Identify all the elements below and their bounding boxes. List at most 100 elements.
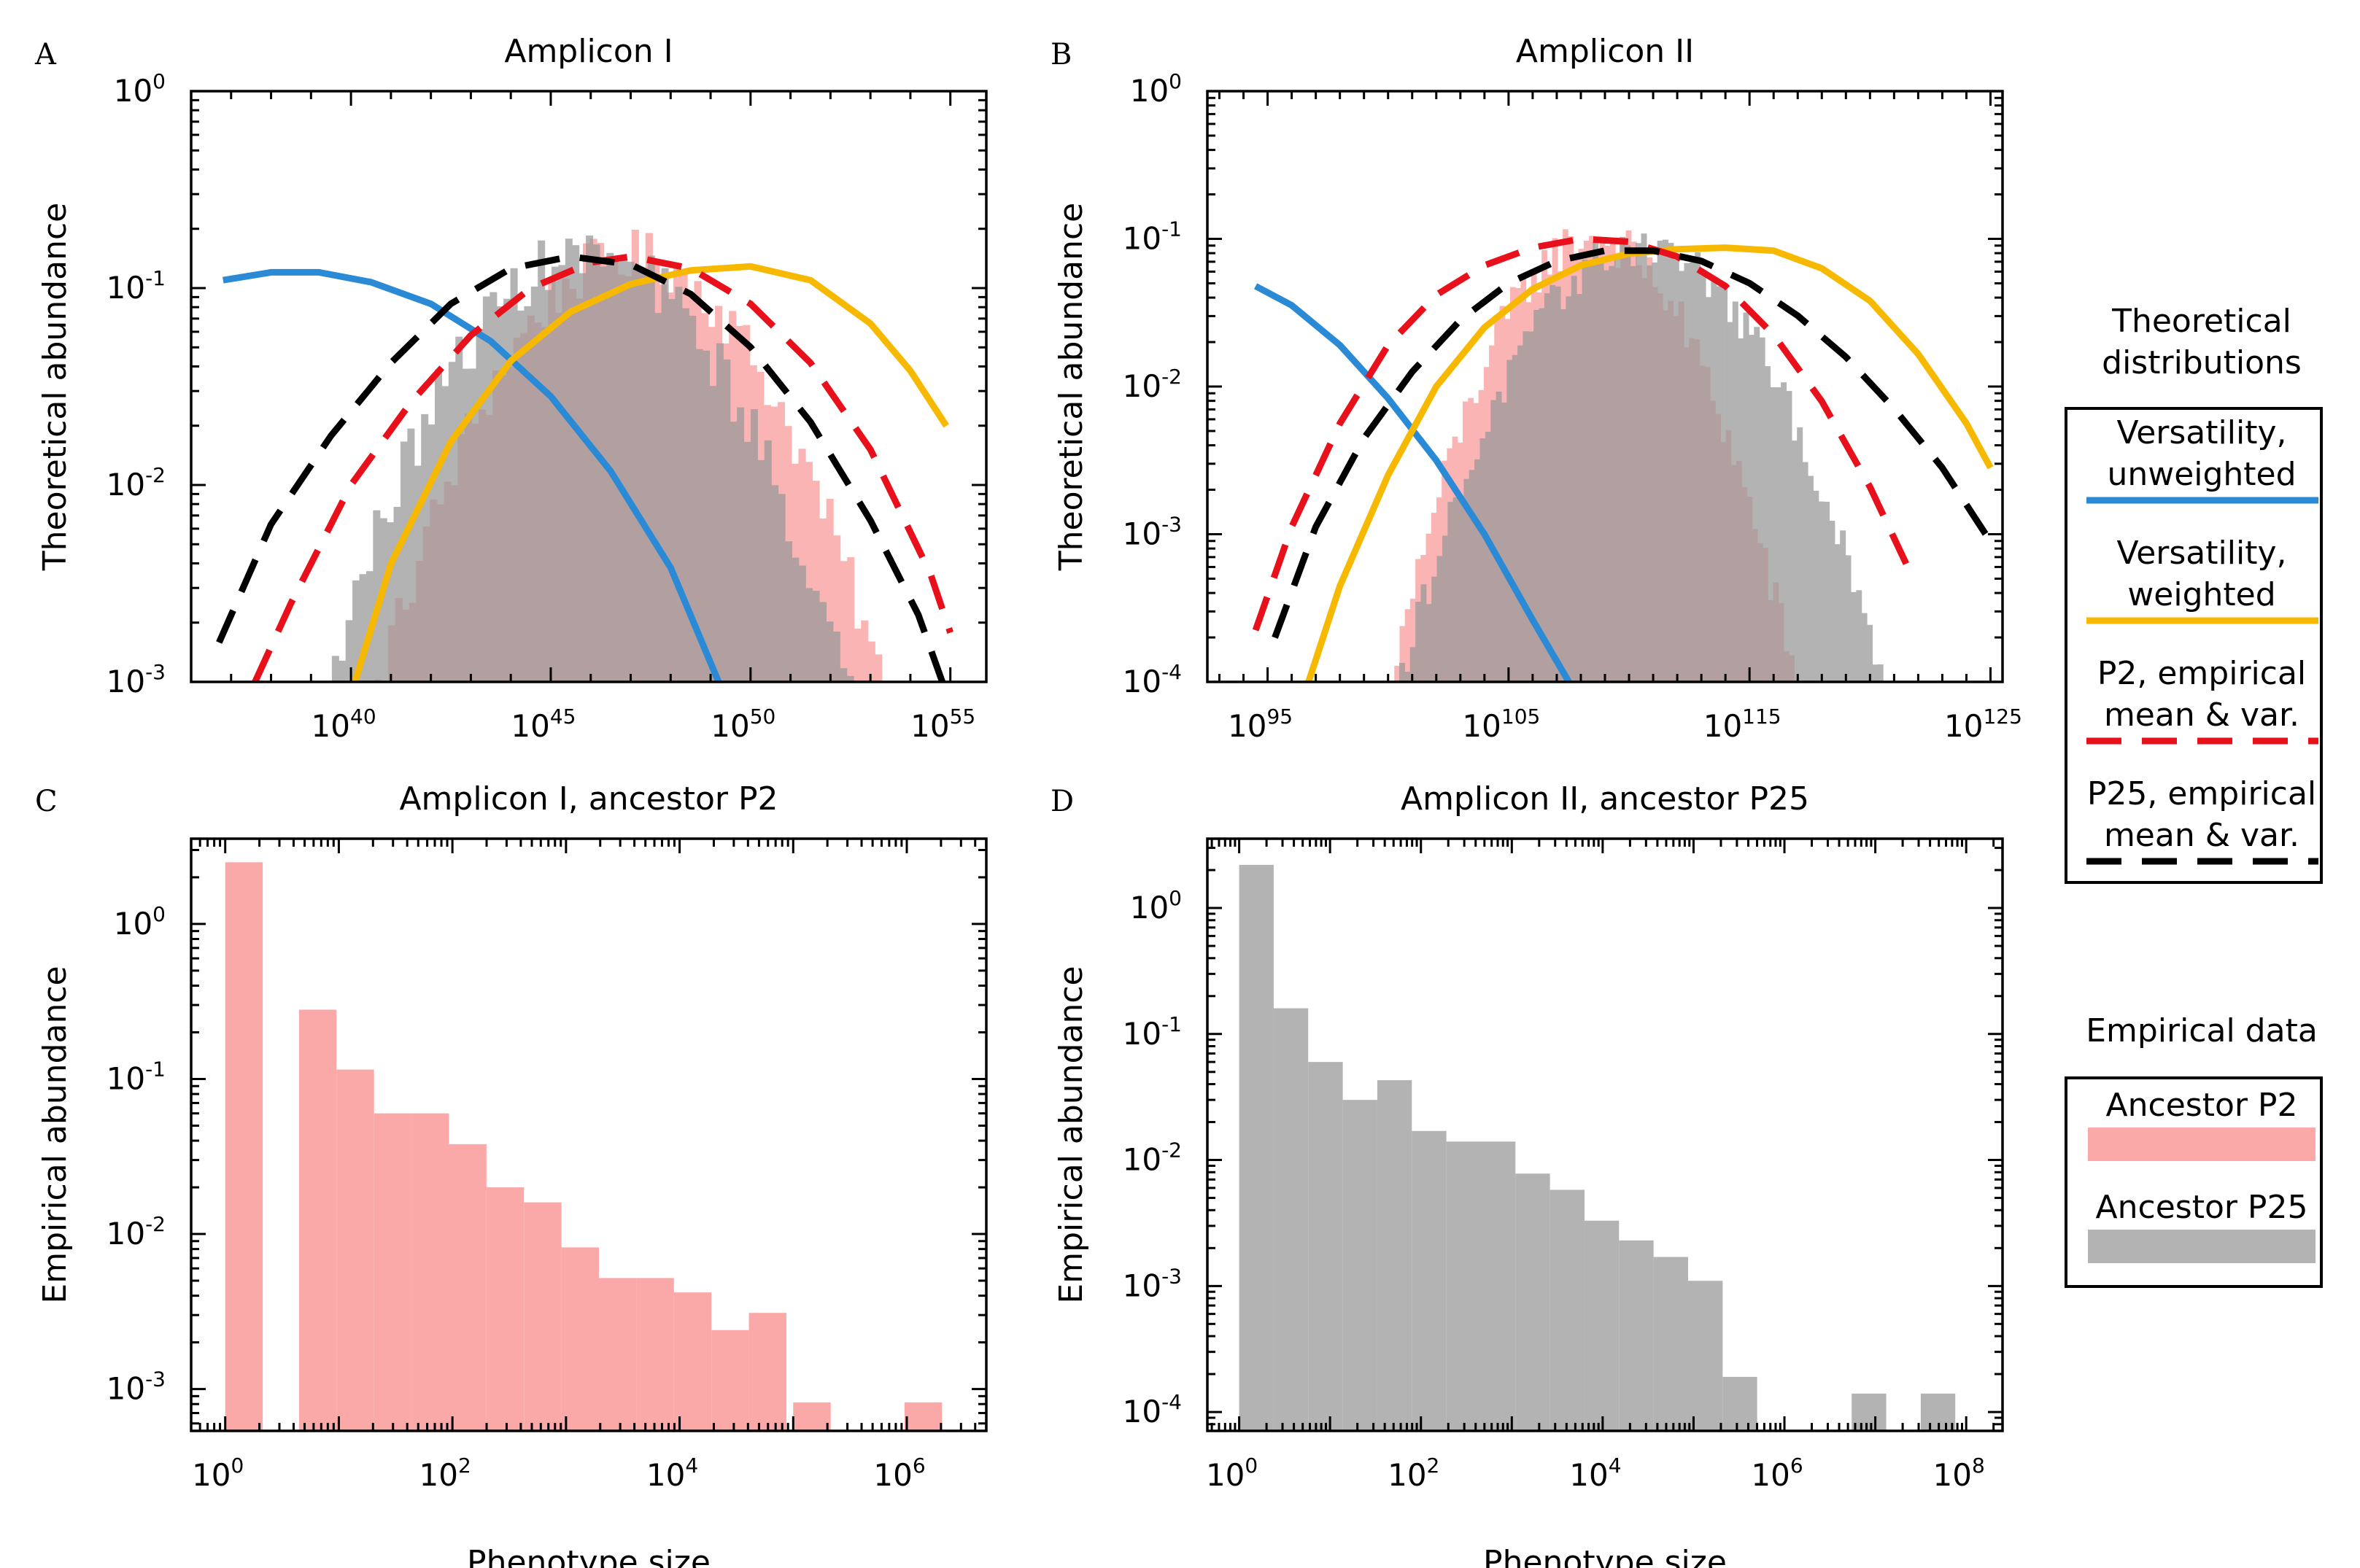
y-tick-label: 10-2 <box>107 1212 166 1251</box>
histogram-bar <box>1743 312 1749 682</box>
histogram-bar <box>819 518 827 682</box>
x-tick-label: 108 <box>1933 1453 1985 1493</box>
histogram-bar <box>1663 239 1668 682</box>
histogram-bar <box>1641 233 1647 682</box>
legend-label-line2: mean & var. <box>2104 817 2299 854</box>
histogram-bar <box>641 271 649 682</box>
bar <box>1273 1008 1309 1431</box>
histogram-bar <box>1765 366 1771 682</box>
histogram-bar <box>1727 322 1733 682</box>
histogram-bar <box>1566 296 1572 682</box>
x-tick-label: 104 <box>1569 1453 1621 1493</box>
histogram-bar <box>771 485 779 682</box>
x-tick-label: 1040 <box>312 705 376 744</box>
bar <box>1446 1141 1481 1431</box>
bar <box>636 1278 674 1431</box>
histogram-bar <box>1582 259 1588 682</box>
histogram-bar <box>1791 440 1798 682</box>
bar <box>1308 1062 1343 1431</box>
histogram-bar <box>737 407 745 682</box>
histogram-bar <box>1447 502 1454 682</box>
histogram-bar <box>1722 284 1728 682</box>
histogram-bar <box>1436 556 1443 682</box>
histogram-bar <box>826 621 834 682</box>
histogram-bar <box>572 245 580 682</box>
bar <box>1653 1257 1688 1431</box>
legend-theoretical-heading-line2: distributions <box>2102 344 2302 381</box>
x-tick-label: 1095 <box>1228 705 1293 744</box>
series-line-unweighted <box>223 268 722 682</box>
chart-title: Amplicon I <box>504 33 673 70</box>
y-tick-label: 10-3 <box>1123 1264 1182 1303</box>
legend-item-empirical: Ancestor P2 <box>2088 1087 2315 1161</box>
histogram-bar <box>448 362 456 682</box>
histogram-bar <box>805 588 813 682</box>
histogram-bar <box>1452 497 1459 682</box>
histogram-bar <box>1415 602 1422 682</box>
x-tick-label: 106 <box>1751 1453 1803 1493</box>
histogram-bar <box>373 510 381 682</box>
histogram-bar <box>482 296 490 682</box>
y-tick-label: 10-2 <box>107 463 166 502</box>
histogram-bar <box>1802 462 1808 682</box>
histogram-bar <box>379 518 387 682</box>
histogram-bar <box>331 656 339 682</box>
histogram-bar <box>1501 403 1507 682</box>
histogram-bar <box>798 449 806 682</box>
histogram-bar <box>1420 584 1427 682</box>
histogram-bar <box>1775 387 1781 682</box>
histogram-bar <box>764 440 772 682</box>
histogram-bar <box>1652 262 1658 682</box>
x-axis-ticks <box>1218 91 1992 682</box>
histogram-bar <box>393 506 401 682</box>
histogram-bar <box>552 266 560 682</box>
legend-label-line1: P25, empirical <box>2087 775 2316 812</box>
histogram-bar <box>1528 331 1534 682</box>
svg-text:distributions: distributions <box>2102 344 2302 381</box>
y-axis-label: Theoretical abundance <box>1053 203 1090 572</box>
histogram-bar <box>1781 382 1787 682</box>
y-axis-label: Empirical abundance <box>36 966 74 1303</box>
y-tick-label: 10-2 <box>1123 1138 1182 1178</box>
panel-letter: A <box>34 38 57 71</box>
panel-c: C Amplicon I, ancestor P2 Empirical abunda… <box>35 780 988 1568</box>
histogram-bar <box>1517 345 1524 682</box>
histogram-bar <box>517 310 525 682</box>
histogram-bar <box>1797 427 1803 682</box>
histogram-bar <box>1754 327 1760 682</box>
histogram-bar <box>1872 664 1879 682</box>
y-tick-label: 10-1 <box>107 266 166 306</box>
histogram-bar <box>1679 271 1685 682</box>
histogram-bar <box>723 359 731 682</box>
y-axis-ticks <box>191 90 986 683</box>
y-axis-ticks <box>1207 90 2003 683</box>
panel-d: D Amplicon II, ancestor P25 Empirical abun… <box>1051 780 2004 1568</box>
bar <box>336 1069 374 1431</box>
histogram-bar <box>1684 263 1690 682</box>
histogram-bar <box>476 329 484 682</box>
bar <box>1412 1130 1447 1431</box>
y-tick-label: 100 <box>114 902 166 942</box>
bar <box>599 1278 637 1431</box>
bar <box>673 1292 712 1431</box>
bar <box>1550 1189 1585 1431</box>
bar <box>1584 1220 1620 1431</box>
bar <box>1619 1240 1654 1431</box>
histogram-bar <box>1539 308 1545 682</box>
histogram-bar <box>387 522 395 682</box>
histogram-bar <box>716 343 724 682</box>
bar <box>1852 1393 1887 1431</box>
y-tick-label: 100 <box>114 69 166 109</box>
histogram-bar <box>1463 478 1470 682</box>
bar-series <box>225 862 943 1431</box>
histogram-bar <box>1861 613 1868 682</box>
histogram-bar <box>1748 335 1754 682</box>
histogram-bar <box>407 428 415 682</box>
histogram-bar <box>1571 276 1577 682</box>
legend-item-empirical: Ancestor P25 <box>2088 1189 2315 1263</box>
histogram-bar <box>1807 476 1814 682</box>
histogram-bar <box>441 386 449 682</box>
histogram-bar <box>1394 665 1401 682</box>
histogram-bar <box>750 409 758 682</box>
histogram-bar <box>861 620 869 682</box>
